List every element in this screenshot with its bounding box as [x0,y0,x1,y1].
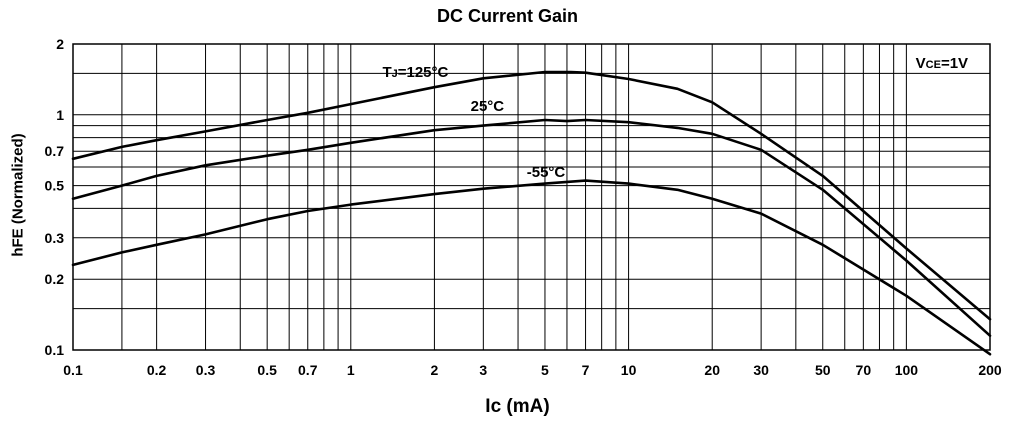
grid [73,44,990,350]
series-line-1 [71,118,992,337]
x-tick-label: 20 [704,362,720,378]
x-tick-label: 10 [621,362,637,378]
x-tick-label: 50 [815,362,831,378]
y-tick-label: 1 [56,107,64,123]
x-tick-label: 100 [895,362,919,378]
series-label-0: TJ=125°C [382,64,448,81]
x-axis-label: Ic (mA) [485,396,550,417]
series-label-2: -55°C [527,164,566,181]
series-line-0 [71,70,992,321]
x-tick-label: 0.3 [196,362,216,378]
x-tick-label: 30 [753,362,769,378]
y-tick-label: 2 [56,36,64,52]
y-tick-label: 0.1 [45,342,65,358]
chart-title: DC Current Gain [436,6,578,26]
plot-border [72,43,991,351]
x-tick-label: 70 [856,362,872,378]
x-tick-label: 200 [978,362,1002,378]
y-tick-label: 0.5 [45,178,65,194]
y-tick-label: 0.2 [45,271,65,287]
x-tick-label: 0.7 [298,362,318,378]
series-layer [71,70,992,356]
series-line-2 [71,179,992,356]
x-tick-labels: 0.1 0.2 0.3 0.5 0.7 1 2 3 5 7 10 20 30 50 70 100 200 [63,362,1002,378]
x-tick-label: 7 [582,362,590,378]
x-tick-label: 3 [479,362,487,378]
y-tick-labels: 0.1 0.2 0.3 0.5 0.7 1 2 [45,36,65,358]
plot-frame [72,43,991,351]
x-tick-label: 2 [431,362,439,378]
y-tick-label: 0.3 [45,230,65,246]
x-tick-label: 0.2 [147,362,167,378]
x-tick-label: 0.5 [257,362,277,378]
y-tick-label: 0.7 [45,143,65,159]
curve-labels: TJ=125°C 25°C -55°C VCE=1V [382,55,968,181]
x-tick-label: 5 [541,362,549,378]
x-tick-label: 1 [347,362,355,378]
condition-label: VCE=1V [916,55,968,72]
series-label-1: 25°C [471,98,505,115]
x-tick-label: 0.1 [63,362,83,378]
